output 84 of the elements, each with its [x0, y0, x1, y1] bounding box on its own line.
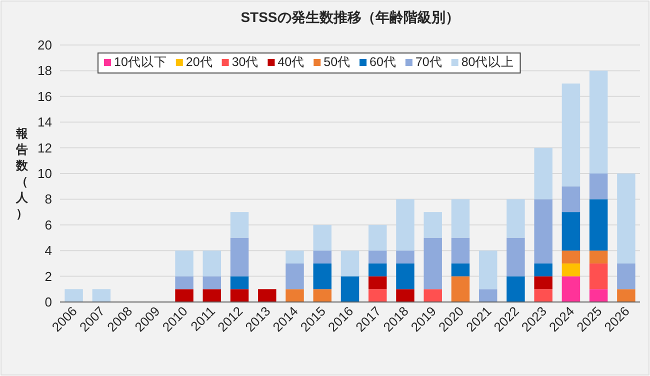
bar	[589, 199, 608, 251]
bar	[64, 289, 83, 302]
chart-title: STSSの発生数推移（年齢階級別）	[240, 9, 460, 25]
bar	[534, 148, 552, 200]
y-tick-label: 10	[38, 166, 52, 181]
bar	[589, 174, 608, 200]
bar	[506, 238, 525, 276]
bar	[478, 289, 498, 302]
y-tick-label: 2	[44, 268, 52, 284]
bar	[230, 212, 249, 238]
bar	[506, 276, 525, 302]
legend-label: 10代以下	[114, 55, 167, 69]
y-axis-title: 報告数（人）	[15, 126, 29, 220]
bar	[424, 212, 442, 238]
y-tick-label: 6	[44, 217, 52, 232]
bar	[175, 289, 194, 302]
bar	[534, 289, 552, 302]
bar	[396, 263, 414, 290]
bar	[617, 263, 636, 290]
bar	[313, 224, 332, 251]
bar	[340, 250, 360, 276]
bar	[230, 276, 249, 290]
bar	[562, 263, 580, 276]
bar	[451, 276, 470, 302]
bar	[230, 289, 249, 302]
bar	[230, 238, 249, 276]
bar	[424, 289, 442, 302]
bar	[202, 289, 222, 302]
bar	[506, 199, 525, 238]
legend-label: 70代	[415, 55, 442, 69]
bar	[424, 238, 442, 290]
bar	[396, 250, 414, 264]
bar	[368, 289, 387, 302]
bar	[368, 276, 387, 290]
bar	[589, 289, 608, 302]
y-tick-label: 20	[38, 38, 52, 52]
bar	[589, 250, 608, 264]
bar	[202, 276, 222, 290]
bar	[617, 174, 636, 264]
bar	[396, 289, 414, 302]
bar	[368, 250, 387, 264]
legend-label: 80代以上	[461, 55, 514, 69]
bar	[589, 263, 608, 290]
legend-label: 40代	[278, 55, 305, 69]
bar	[562, 186, 580, 212]
bar	[258, 289, 276, 302]
bar	[451, 199, 470, 238]
bar	[562, 212, 580, 251]
bar	[368, 263, 387, 276]
bar	[286, 263, 304, 290]
bar	[562, 276, 580, 302]
bar	[534, 263, 552, 276]
bar	[92, 289, 111, 302]
bar	[175, 250, 194, 276]
bar	[313, 289, 332, 302]
bar	[396, 199, 414, 251]
legend-label: 50代	[324, 55, 351, 69]
legend-label: 60代	[370, 55, 396, 69]
bar	[617, 289, 636, 302]
bar	[202, 250, 222, 276]
bar	[313, 250, 332, 264]
bar	[313, 263, 332, 290]
y-tick-label: 12	[38, 140, 52, 156]
y-tick-label: 16	[38, 88, 52, 104]
bar	[534, 199, 552, 264]
y-tick-label: 8	[44, 192, 52, 207]
y-tick-label: 0	[44, 294, 52, 310]
bar	[562, 84, 580, 186]
legend-label: 30代	[232, 55, 259, 69]
bar	[368, 224, 387, 251]
bar	[589, 70, 608, 174]
bar	[175, 276, 194, 290]
bar	[340, 276, 360, 302]
legend-label: 20代	[186, 55, 213, 69]
bar	[451, 238, 470, 264]
bar	[534, 276, 552, 290]
bar	[478, 250, 498, 290]
bar	[451, 263, 470, 276]
y-tick-label: 18	[38, 63, 52, 78]
bar	[562, 250, 580, 264]
bar	[286, 289, 304, 302]
y-tick-label: 14	[38, 114, 52, 130]
bar	[286, 250, 304, 264]
y-tick-label: 4	[44, 243, 52, 258]
